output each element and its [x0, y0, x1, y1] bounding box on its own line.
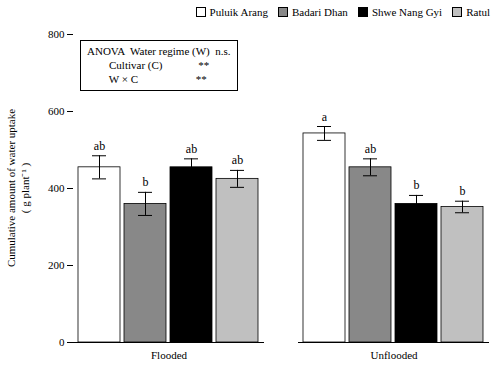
- svg-text:ab: ab: [186, 142, 197, 156]
- svg-text:ab: ab: [94, 139, 105, 153]
- svg-text:ab: ab: [365, 142, 376, 156]
- svg-text:b: b: [143, 175, 149, 189]
- svg-text:b: b: [414, 178, 420, 192]
- html-text:Shwe Nang Gyi: Shwe Nang Gyi: [371, 6, 443, 18]
- svg-text:600: 600: [48, 105, 65, 117]
- svg-text:0: 0: [59, 336, 65, 348]
- svg-text:400: 400: [48, 182, 65, 194]
- html-text:Puluik Arang: Puluik Arang: [209, 6, 268, 18]
- svg-text:Unflooded: Unflooded: [370, 349, 418, 361]
- svg-text:200: 200: [48, 259, 65, 271]
- svg-text:b: b: [460, 184, 466, 198]
- svg-text:ab: ab: [232, 153, 243, 167]
- svg-text:a: a: [322, 110, 328, 124]
- html-text:Badari Dhan: Badari Dhan: [292, 6, 348, 18]
- svg-text:Flooded: Flooded: [151, 349, 188, 361]
- svg-text:800: 800: [48, 28, 65, 40]
- svg-text:Cumulative amount of water upt: Cumulative amount of water uptake: [5, 109, 17, 267]
- svg-text:( g plant⁻¹ ): ( g plant⁻¹ ): [19, 162, 32, 213]
- html-text:ANOVA Water regime (W) n.s. Cu: ANOVA Water regime (W) n.s. Cultivar (C)…: [87, 45, 231, 85]
- html-text:Ratul: Ratul: [466, 6, 490, 18]
